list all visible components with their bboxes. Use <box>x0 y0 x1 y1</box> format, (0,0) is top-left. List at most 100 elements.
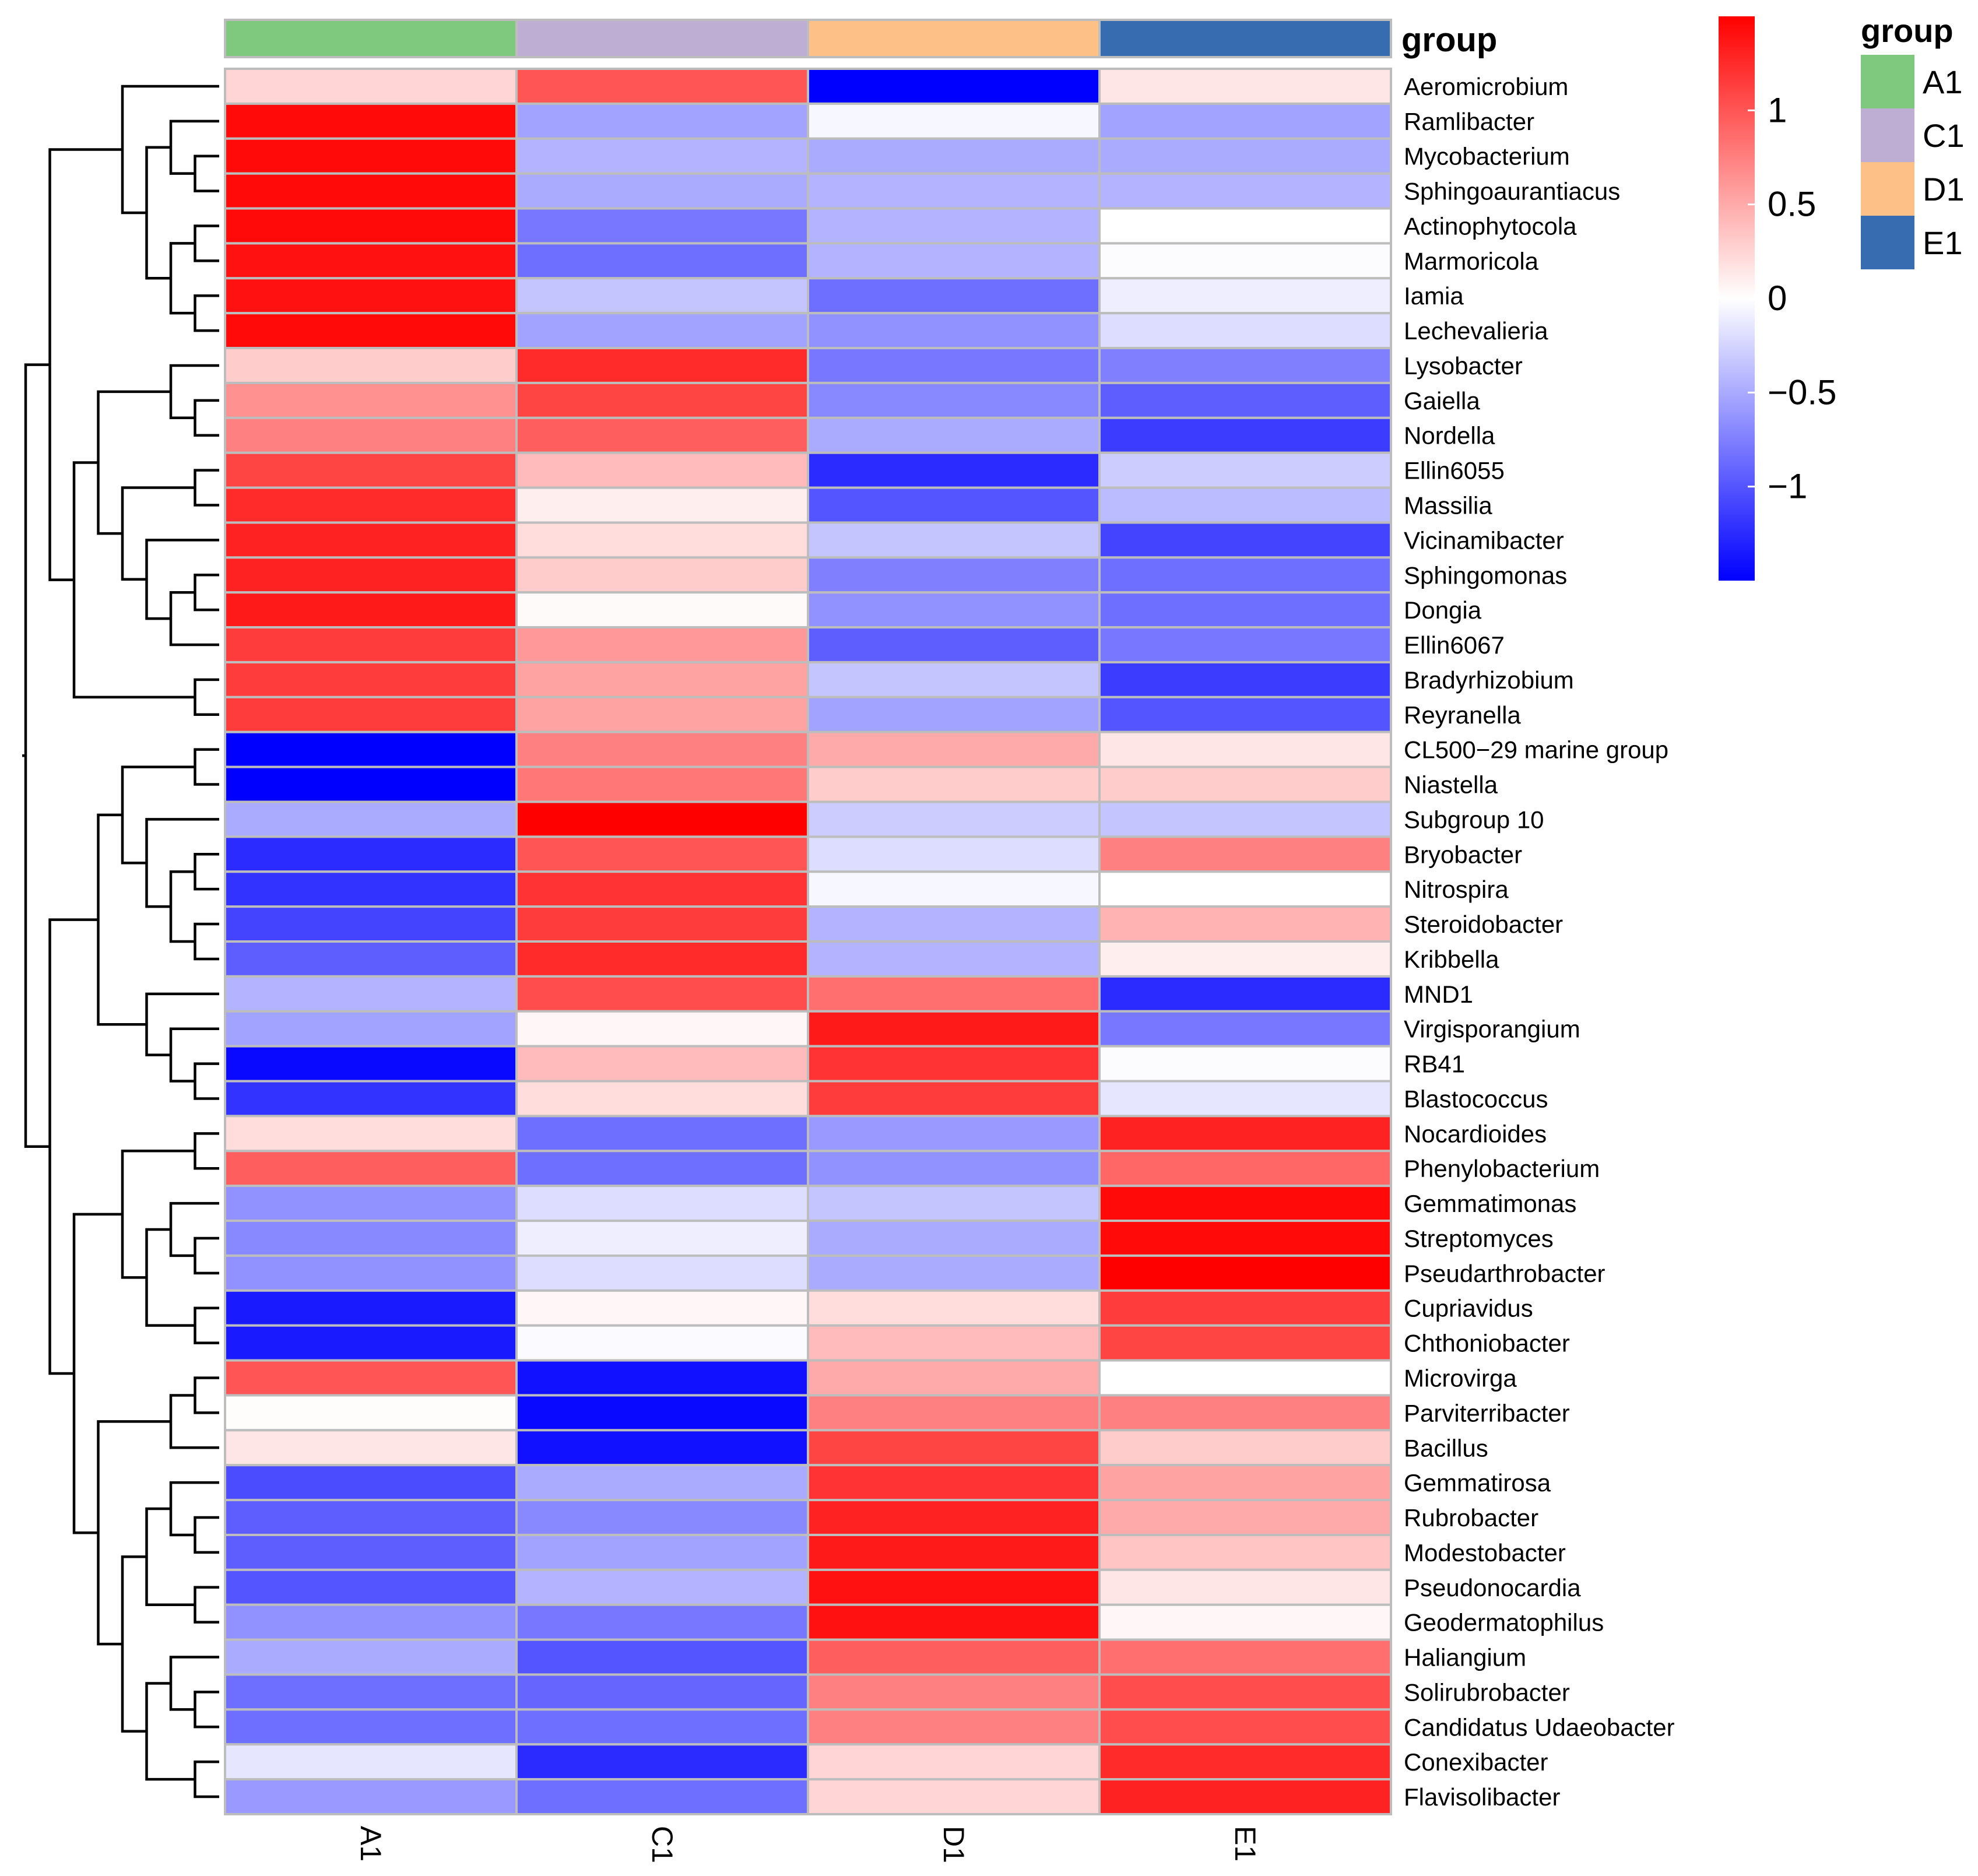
row-label: Flavisolibacter <box>1404 1783 1560 1811</box>
heatmap-cell <box>807 765 1101 803</box>
row-label: Aeromicrobium <box>1404 73 1568 100</box>
heatmap-cell <box>224 486 518 524</box>
annotation-title: group <box>1401 21 1497 59</box>
heatmap-cell <box>807 1499 1101 1536</box>
heatmap-cell <box>224 556 518 594</box>
heatmap-cell <box>515 730 809 768</box>
row-label: Mycobacterium <box>1404 143 1570 170</box>
row-label: Blastococcus <box>1404 1085 1548 1112</box>
heatmap-cell <box>807 835 1101 873</box>
dendrogram-branch <box>194 154 219 192</box>
heatmap-cell <box>224 102 518 140</box>
heatmap-cell <box>515 591 809 629</box>
heatmap-cell <box>515 1324 809 1362</box>
dendrogram-branch <box>194 853 219 891</box>
heatmap-cell <box>807 68 1101 105</box>
heatmap-cell <box>515 835 809 873</box>
heatmap-cell <box>515 1115 809 1153</box>
heatmap-cell <box>224 1010 518 1048</box>
heatmap-cell <box>224 695 518 733</box>
colorbar-tick-label: 1 <box>1768 90 1787 129</box>
heatmap-cell <box>807 1568 1101 1606</box>
heatmap-cell <box>807 451 1101 489</box>
dendrogram-branch <box>194 748 219 786</box>
legend-label: E1 <box>1923 224 1963 261</box>
dendrogram-branch <box>72 461 195 699</box>
heatmap-cell <box>1098 1254 1392 1292</box>
heatmap-cell <box>515 1568 809 1606</box>
row-label: Geodermatophilus <box>1404 1609 1604 1636</box>
heatmap-cell <box>224 1289 518 1327</box>
heatmap-cell <box>515 381 809 419</box>
row-label: MND1 <box>1404 981 1473 1008</box>
row-label: Virgisporangium <box>1404 1016 1580 1043</box>
colorbar-tick-label: 0 <box>1768 279 1787 318</box>
row-dendrogram <box>22 85 219 1798</box>
heatmap-cell <box>515 521 809 559</box>
dendrogram-branch <box>194 1760 219 1798</box>
heatmap-cell <box>224 1150 518 1188</box>
colorbar-tick-label: −1 <box>1768 467 1807 506</box>
legend-swatch-d1 <box>1861 162 1914 216</box>
dendrogram-branch <box>194 294 219 332</box>
heatmap-cell <box>1098 102 1392 140</box>
heatmap-cell <box>515 1045 809 1083</box>
group-annotation-bar: group <box>224 19 1497 59</box>
heatmap-cell <box>515 626 809 663</box>
heatmap-cell <box>1098 870 1392 908</box>
heatmap-cell <box>224 800 518 838</box>
group-legend: group A1 C1 D1 E1 <box>1861 12 1965 269</box>
row-label: Bradyrhizobium <box>1404 666 1574 694</box>
dendrogram-branch <box>145 992 219 1056</box>
legend-swatch-a1 <box>1861 55 1914 108</box>
row-label: Bacillus <box>1404 1434 1488 1462</box>
heatmap-cell <box>807 1778 1101 1816</box>
dendrogram-branch <box>145 1682 195 1781</box>
row-label: Steroidobacter <box>1404 911 1563 938</box>
heatmap-cell <box>807 905 1101 943</box>
heatmap-cell <box>1098 1778 1392 1816</box>
heatmap-cell <box>224 1499 518 1536</box>
row-label: Niastella <box>1404 771 1498 799</box>
dendrogram-branch <box>169 591 219 647</box>
row-label: Dongia <box>1404 596 1482 624</box>
heatmap-cell <box>1098 172 1392 210</box>
row-label: Haliangium <box>1404 1644 1526 1671</box>
heatmap-cell <box>224 347 518 384</box>
heatmap-cell <box>1098 1080 1392 1118</box>
legend-label: A1 <box>1923 64 1963 100</box>
heatmap-cell <box>1098 1150 1392 1188</box>
heatmap-cell <box>807 1185 1101 1222</box>
dendrogram-branch <box>194 1691 219 1729</box>
dendrogram-branch <box>169 1481 219 1537</box>
heatmap-cell <box>1098 1220 1392 1257</box>
heatmap-cell <box>1098 1673 1392 1711</box>
legend-title: group <box>1861 12 1954 49</box>
heatmap-cell <box>807 1010 1101 1048</box>
heatmap-cell <box>224 242 518 280</box>
heatmap-cell <box>1098 1568 1392 1606</box>
row-label: Ramlibacter <box>1404 108 1534 135</box>
heatmap-cell <box>1098 800 1392 838</box>
legend-label: D1 <box>1923 171 1965 208</box>
heatmap-cell <box>515 905 809 943</box>
dendrogram-branch <box>169 242 195 315</box>
heatmap-cell <box>224 975 518 1013</box>
heatmap-cell <box>515 1185 809 1222</box>
heatmap-cell <box>515 1150 809 1188</box>
heatmap-cell <box>807 591 1101 629</box>
dendrogram-branch <box>194 1376 219 1414</box>
row-label: CL500−29 marine group <box>1404 736 1668 764</box>
heatmap-cell <box>224 1254 518 1292</box>
dendrogram-branch <box>194 1132 219 1170</box>
heatmap-cell <box>807 1638 1101 1676</box>
dendrogram-branch <box>24 363 50 1148</box>
heatmap-cell <box>807 626 1101 663</box>
annotation-cell-d1 <box>807 19 1101 58</box>
heatmap-cell <box>807 1045 1101 1083</box>
heatmap-cell <box>515 1603 809 1641</box>
heatmap-cell <box>807 1603 1101 1641</box>
column-labels: A1 C1 D1 E1 <box>354 1826 1262 1863</box>
heatmap-cell <box>1098 381 1392 419</box>
